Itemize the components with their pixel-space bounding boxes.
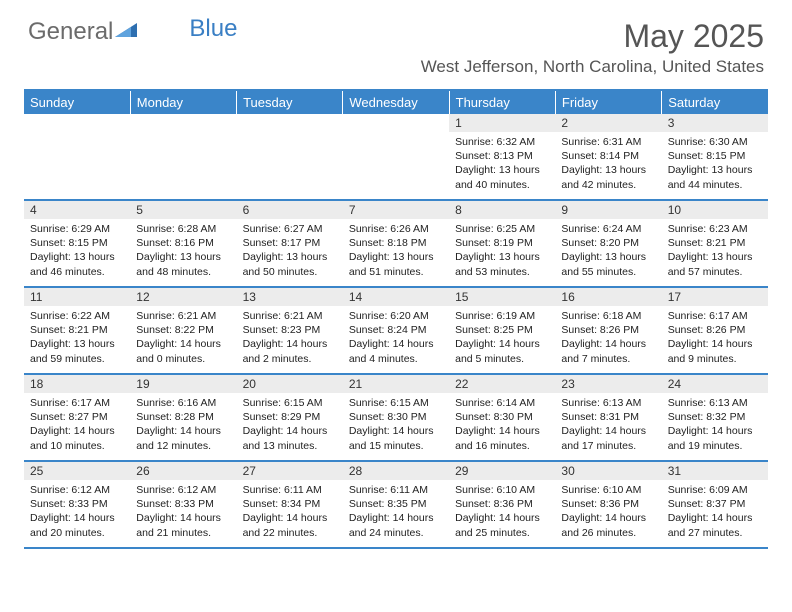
day-detail-cell: Sunrise: 6:11 AMSunset: 8:34 PMDaylight:… — [237, 480, 343, 548]
day-number: 23 — [555, 374, 661, 393]
day-detail-cell: Sunrise: 6:29 AMSunset: 8:15 PMDaylight:… — [24, 219, 130, 287]
day-number: 20 — [237, 374, 343, 393]
day-detail-cell — [237, 132, 343, 200]
day-detail-cell: Sunrise: 6:17 AMSunset: 8:26 PMDaylight:… — [662, 306, 768, 374]
day-detail-row: Sunrise: 6:29 AMSunset: 8:15 PMDaylight:… — [24, 219, 768, 287]
day-number-row: 11121314151617 — [24, 287, 768, 306]
day-number-row: 123 — [24, 114, 768, 132]
day-number: 7 — [343, 200, 449, 219]
day-detail-row: Sunrise: 6:17 AMSunset: 8:27 PMDaylight:… — [24, 393, 768, 461]
logo-icon — [115, 18, 141, 46]
day-number: 13 — [237, 287, 343, 306]
day-header: Tuesday — [237, 90, 343, 114]
day-detail-cell: Sunrise: 6:21 AMSunset: 8:23 PMDaylight:… — [237, 306, 343, 374]
day-header: Wednesday — [343, 90, 449, 114]
brand-part1: General — [28, 18, 113, 46]
day-detail-cell: Sunrise: 6:22 AMSunset: 8:21 PMDaylight:… — [24, 306, 130, 374]
day-number: 8 — [449, 200, 555, 219]
day-detail-cell: Sunrise: 6:16 AMSunset: 8:28 PMDaylight:… — [130, 393, 236, 461]
day-number — [343, 114, 449, 132]
day-number: 21 — [343, 374, 449, 393]
day-detail-cell: Sunrise: 6:32 AMSunset: 8:13 PMDaylight:… — [449, 132, 555, 200]
day-detail-cell: Sunrise: 6:21 AMSunset: 8:22 PMDaylight:… — [130, 306, 236, 374]
day-number: 15 — [449, 287, 555, 306]
day-detail-cell: Sunrise: 6:23 AMSunset: 8:21 PMDaylight:… — [662, 219, 768, 287]
day-header: Thursday — [449, 90, 555, 114]
day-detail-cell: Sunrise: 6:15 AMSunset: 8:29 PMDaylight:… — [237, 393, 343, 461]
day-detail-cell: Sunrise: 6:28 AMSunset: 8:16 PMDaylight:… — [130, 219, 236, 287]
day-detail-cell: Sunrise: 6:24 AMSunset: 8:20 PMDaylight:… — [555, 219, 661, 287]
day-detail-cell: Sunrise: 6:13 AMSunset: 8:32 PMDaylight:… — [662, 393, 768, 461]
day-number: 12 — [130, 287, 236, 306]
day-number: 2 — [555, 114, 661, 132]
day-number: 6 — [237, 200, 343, 219]
day-header-row: SundayMondayTuesdayWednesdayThursdayFrid… — [24, 90, 768, 114]
day-number: 14 — [343, 287, 449, 306]
day-number: 9 — [555, 200, 661, 219]
day-number: 18 — [24, 374, 130, 393]
day-detail-cell: Sunrise: 6:12 AMSunset: 8:33 PMDaylight:… — [130, 480, 236, 548]
day-detail-cell: Sunrise: 6:19 AMSunset: 8:25 PMDaylight:… — [449, 306, 555, 374]
day-number: 11 — [24, 287, 130, 306]
day-number: 31 — [662, 461, 768, 480]
day-detail-cell: Sunrise: 6:10 AMSunset: 8:36 PMDaylight:… — [555, 480, 661, 548]
day-detail-cell: Sunrise: 6:12 AMSunset: 8:33 PMDaylight:… — [24, 480, 130, 548]
day-header: Friday — [555, 90, 661, 114]
day-detail-cell: Sunrise: 6:14 AMSunset: 8:30 PMDaylight:… — [449, 393, 555, 461]
day-detail-cell: Sunrise: 6:26 AMSunset: 8:18 PMDaylight:… — [343, 219, 449, 287]
day-number: 1 — [449, 114, 555, 132]
day-detail-cell: Sunrise: 6:13 AMSunset: 8:31 PMDaylight:… — [555, 393, 661, 461]
day-detail-cell: Sunrise: 6:27 AMSunset: 8:17 PMDaylight:… — [237, 219, 343, 287]
day-number: 19 — [130, 374, 236, 393]
day-detail-cell: Sunrise: 6:30 AMSunset: 8:15 PMDaylight:… — [662, 132, 768, 200]
day-number: 17 — [662, 287, 768, 306]
day-detail-cell: Sunrise: 6:18 AMSunset: 8:26 PMDaylight:… — [555, 306, 661, 374]
day-detail-row: Sunrise: 6:12 AMSunset: 8:33 PMDaylight:… — [24, 480, 768, 548]
day-number — [130, 114, 236, 132]
day-number: 3 — [662, 114, 768, 132]
day-number — [24, 114, 130, 132]
brand-part2: Blue — [189, 15, 237, 43]
day-number: 22 — [449, 374, 555, 393]
day-number: 28 — [343, 461, 449, 480]
day-detail-row: Sunrise: 6:32 AMSunset: 8:13 PMDaylight:… — [24, 132, 768, 200]
day-detail-cell: Sunrise: 6:25 AMSunset: 8:19 PMDaylight:… — [449, 219, 555, 287]
day-detail-cell: Sunrise: 6:20 AMSunset: 8:24 PMDaylight:… — [343, 306, 449, 374]
day-detail-cell — [24, 132, 130, 200]
day-number: 4 — [24, 200, 130, 219]
day-number: 26 — [130, 461, 236, 480]
calendar-table: SundayMondayTuesdayWednesdayThursdayFrid… — [24, 89, 768, 549]
day-number-row: 18192021222324 — [24, 374, 768, 393]
day-number: 24 — [662, 374, 768, 393]
day-number: 27 — [237, 461, 343, 480]
location-text: West Jefferson, North Carolina, United S… — [421, 57, 764, 77]
day-detail-cell: Sunrise: 6:09 AMSunset: 8:37 PMDaylight:… — [662, 480, 768, 548]
header: General Blue May 2025 West Jefferson, No… — [0, 0, 792, 81]
day-detail-row: Sunrise: 6:22 AMSunset: 8:21 PMDaylight:… — [24, 306, 768, 374]
day-number: 16 — [555, 287, 661, 306]
day-number-row: 45678910 — [24, 200, 768, 219]
day-header: Monday — [130, 90, 236, 114]
day-header: Sunday — [24, 90, 130, 114]
day-header: Saturday — [662, 90, 768, 114]
day-number: 30 — [555, 461, 661, 480]
day-detail-cell: Sunrise: 6:15 AMSunset: 8:30 PMDaylight:… — [343, 393, 449, 461]
day-number: 25 — [24, 461, 130, 480]
day-detail-cell: Sunrise: 6:17 AMSunset: 8:27 PMDaylight:… — [24, 393, 130, 461]
day-detail-cell: Sunrise: 6:11 AMSunset: 8:35 PMDaylight:… — [343, 480, 449, 548]
day-number: 5 — [130, 200, 236, 219]
title-block: May 2025 West Jefferson, North Carolina,… — [421, 18, 764, 77]
day-number — [237, 114, 343, 132]
day-number: 10 — [662, 200, 768, 219]
day-detail-cell: Sunrise: 6:31 AMSunset: 8:14 PMDaylight:… — [555, 132, 661, 200]
day-detail-cell — [343, 132, 449, 200]
day-number: 29 — [449, 461, 555, 480]
day-number-row: 25262728293031 — [24, 461, 768, 480]
month-title: May 2025 — [421, 18, 764, 55]
day-detail-cell — [130, 132, 236, 200]
day-detail-cell: Sunrise: 6:10 AMSunset: 8:36 PMDaylight:… — [449, 480, 555, 548]
brand-logo: General Blue — [28, 18, 237, 46]
